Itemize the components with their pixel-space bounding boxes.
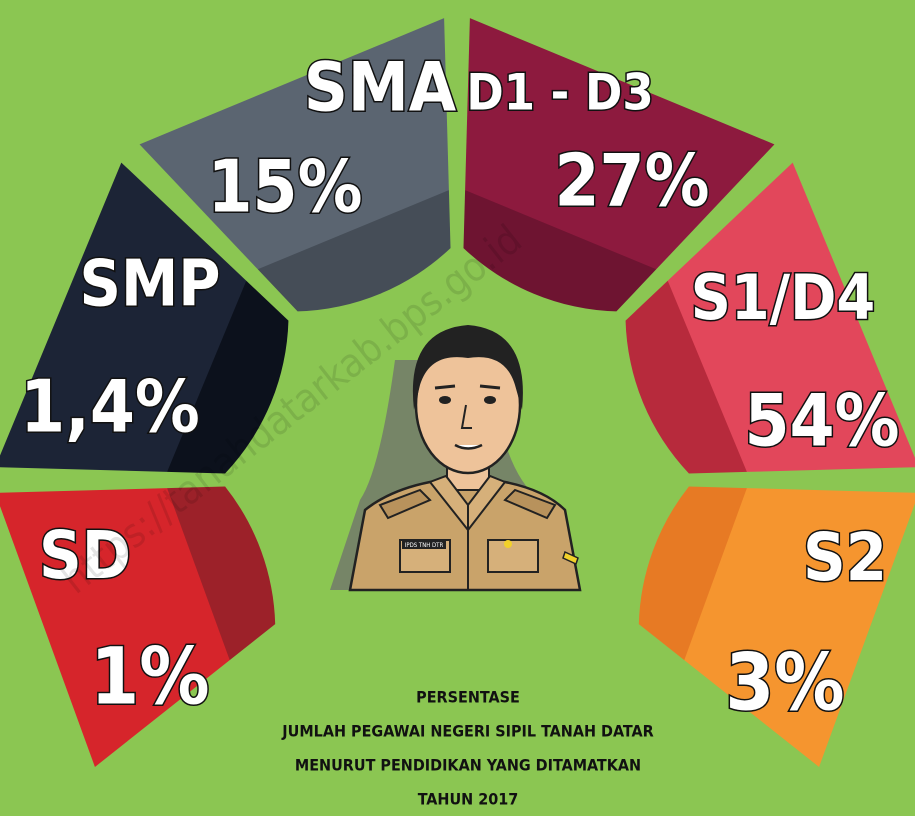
percent-value: 3%: [725, 638, 844, 728]
caption-line: JUMLAH PEGAWAI NEGERI SIPIL TANAH DATAR: [281, 722, 653, 741]
infographic: SD1%SMP1,4%SMA15%D1 - D327%S1/D454%S23% …: [0, 0, 915, 816]
chart-label: SMP: [80, 248, 221, 322]
chart-label: D1 - D3: [466, 64, 653, 122]
percent-value: 1%: [90, 632, 209, 722]
caption-line: TAHUN 2017: [418, 790, 519, 809]
caption-line: PERSENTASE: [416, 688, 520, 707]
chart-label: SMA: [304, 49, 457, 128]
badge-text: IPDS TNH DTR: [405, 542, 444, 549]
chart-label: S2: [803, 519, 887, 596]
chart-label: S1/D4: [691, 261, 876, 334]
percent-value: 1,4%: [20, 365, 200, 449]
percent-value: 15%: [207, 145, 362, 229]
caption-line: MENURUT PENDIDIKAN YANG DITAMATKAN: [295, 756, 641, 775]
percent-value: 54%: [744, 379, 899, 463]
percent-value: 27%: [554, 139, 709, 223]
